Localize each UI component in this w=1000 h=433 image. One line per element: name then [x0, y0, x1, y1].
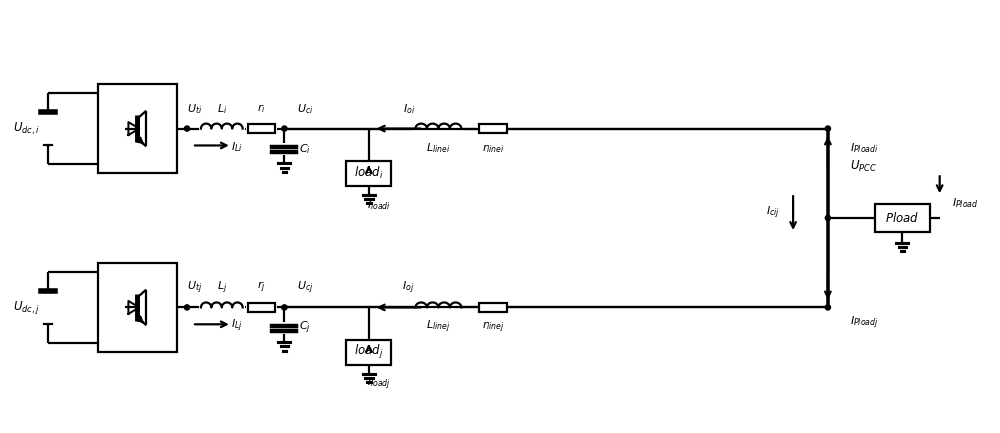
Text: $C_j$: $C_j$ — [299, 320, 311, 336]
Text: $I_{loadj}$: $I_{loadj}$ — [367, 376, 391, 392]
Text: $I_{oi}$: $I_{oi}$ — [403, 102, 415, 116]
Bar — [248, 303, 275, 312]
Text: $L_i$: $L_i$ — [217, 102, 227, 116]
Text: $load_j$: $load_j$ — [354, 343, 384, 361]
Bar — [98, 84, 177, 173]
Text: $L_{linei}$: $L_{linei}$ — [426, 142, 451, 155]
Text: $I_{Ploadi}$: $I_{Ploadi}$ — [850, 142, 878, 155]
Text: $r_i$: $r_i$ — [257, 102, 266, 115]
Circle shape — [825, 126, 830, 131]
Text: $I_{loadi}$: $I_{loadi}$ — [367, 198, 391, 212]
Text: $I_{Pload}$: $I_{Pload}$ — [952, 196, 978, 210]
Text: $load_i$: $load_i$ — [354, 165, 384, 181]
Bar — [875, 204, 930, 232]
Bar — [346, 340, 391, 365]
Text: $U_{PCC}$: $U_{PCC}$ — [850, 159, 877, 174]
Circle shape — [184, 305, 190, 310]
Text: $I_{oj}$: $I_{oj}$ — [402, 279, 415, 296]
Text: $L_{linej}$: $L_{linej}$ — [426, 319, 451, 336]
Text: $I_{Lj}$: $I_{Lj}$ — [231, 318, 243, 334]
Bar — [479, 124, 507, 133]
Text: $L_j$: $L_j$ — [217, 279, 227, 296]
Text: $I_{Li}$: $I_{Li}$ — [231, 141, 243, 154]
Circle shape — [184, 126, 190, 131]
Text: $U_{ci}$: $U_{ci}$ — [297, 102, 314, 116]
Text: $U_{ti}$: $U_{ti}$ — [187, 102, 203, 116]
Text: $U_{dc,i}$: $U_{dc,i}$ — [13, 120, 39, 137]
Text: $r_{linei}$: $r_{linei}$ — [482, 142, 504, 155]
Bar — [248, 124, 275, 133]
Text: $U_{dc,j}$: $U_{dc,j}$ — [13, 299, 39, 316]
Text: $I_{Ploadj}$: $I_{Ploadj}$ — [850, 314, 879, 330]
Bar — [98, 263, 177, 352]
Text: $U_{tj}$: $U_{tj}$ — [187, 279, 203, 296]
Circle shape — [282, 126, 287, 131]
Circle shape — [282, 305, 287, 310]
Circle shape — [825, 215, 830, 220]
Text: $Pload$: $Pload$ — [885, 211, 920, 225]
Text: $I_{cij}$: $I_{cij}$ — [766, 205, 780, 221]
Bar — [346, 161, 391, 186]
Text: $C_i$: $C_i$ — [299, 142, 311, 156]
Bar — [479, 303, 507, 312]
Text: $r_j$: $r_j$ — [257, 280, 266, 295]
Text: $U_{cj}$: $U_{cj}$ — [297, 279, 314, 296]
Circle shape — [825, 305, 830, 310]
Text: $r_{linej}$: $r_{linej}$ — [482, 320, 504, 335]
